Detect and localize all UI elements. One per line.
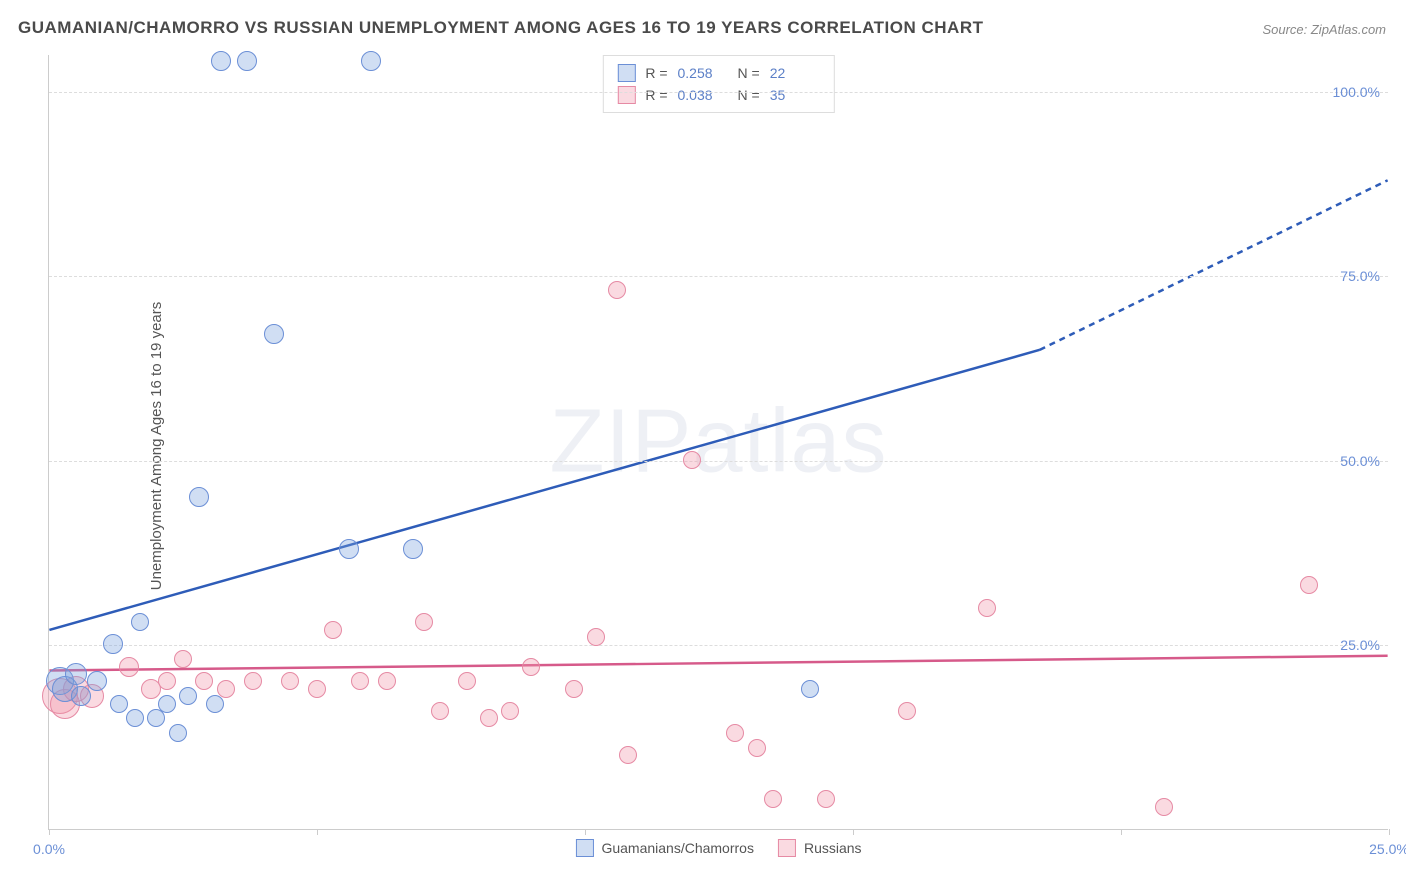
r-label: R = — [645, 87, 667, 103]
data-point — [415, 613, 433, 631]
data-point — [169, 724, 187, 742]
data-point — [431, 702, 449, 720]
legend-swatch-0 — [617, 64, 635, 82]
data-point — [158, 695, 176, 713]
data-point — [351, 672, 369, 690]
data-point — [103, 634, 123, 654]
data-point — [206, 695, 224, 713]
data-point — [1300, 576, 1318, 594]
data-point — [189, 487, 209, 507]
chart-container: GUAMANIAN/CHAMORRO VS RUSSIAN UNEMPLOYME… — [0, 0, 1406, 892]
gridline — [49, 92, 1388, 93]
data-point — [726, 724, 744, 742]
y-tick-label: 25.0% — [1340, 637, 1380, 653]
r-value-0: 0.258 — [678, 65, 728, 81]
data-point — [339, 539, 359, 559]
x-tick — [317, 829, 318, 835]
legend-swatch-1 — [617, 86, 635, 104]
series-legend: Guamanians/Chamorros Russians — [575, 839, 861, 857]
data-point — [764, 790, 782, 808]
data-point — [131, 613, 149, 631]
data-point — [522, 658, 540, 676]
data-point — [174, 650, 192, 668]
data-point — [480, 709, 498, 727]
n-label: N = — [738, 87, 760, 103]
data-point — [281, 672, 299, 690]
x-tick — [49, 829, 50, 835]
data-point — [110, 695, 128, 713]
data-point — [158, 672, 176, 690]
n-value-0: 22 — [770, 65, 820, 81]
data-point — [458, 672, 476, 690]
x-tick-label: 0.0% — [33, 841, 65, 857]
legend-row-series-1: R = 0.038 N = 35 — [617, 84, 819, 106]
x-tick — [1121, 829, 1122, 835]
data-point — [683, 451, 701, 469]
data-point — [147, 709, 165, 727]
data-point — [324, 621, 342, 639]
data-point — [801, 680, 819, 698]
correlation-legend: R = 0.258 N = 22 R = 0.038 N = 35 — [602, 55, 834, 113]
trend-lines — [49, 55, 1388, 829]
data-point — [71, 686, 91, 706]
data-point — [179, 687, 197, 705]
data-point — [65, 663, 87, 685]
chart-title: GUAMANIAN/CHAMORRO VS RUSSIAN UNEMPLOYME… — [18, 18, 983, 38]
data-point — [403, 539, 423, 559]
y-tick-label: 100.0% — [1333, 84, 1380, 100]
legend-item-0: Guamanians/Chamorros — [575, 839, 754, 857]
legend-item-1: Russians — [778, 839, 862, 857]
data-point — [587, 628, 605, 646]
x-tick — [853, 829, 854, 835]
legend-swatch-icon — [575, 839, 593, 857]
data-point — [565, 680, 583, 698]
data-point — [817, 790, 835, 808]
gridline — [49, 645, 1388, 646]
y-tick-label: 50.0% — [1340, 453, 1380, 469]
n-value-1: 35 — [770, 87, 820, 103]
data-point — [119, 657, 139, 677]
plot-area: ZIPatlas R = 0.258 N = 22 R = 0.038 N = … — [48, 55, 1388, 830]
x-tick-label: 25.0% — [1369, 841, 1406, 857]
data-point — [378, 672, 396, 690]
data-point — [1155, 798, 1173, 816]
data-point — [361, 51, 381, 71]
legend-label-1: Russians — [804, 840, 862, 856]
data-point — [619, 746, 637, 764]
legend-label-0: Guamanians/Chamorros — [601, 840, 754, 856]
data-point — [244, 672, 262, 690]
data-point — [211, 51, 231, 71]
data-point — [978, 599, 996, 617]
legend-swatch-icon — [778, 839, 796, 857]
data-point — [195, 672, 213, 690]
r-value-1: 0.038 — [678, 87, 728, 103]
data-point — [308, 680, 326, 698]
data-point — [748, 739, 766, 757]
data-point — [898, 702, 916, 720]
source-attribution: Source: ZipAtlas.com — [1262, 22, 1386, 37]
legend-row-series-0: R = 0.258 N = 22 — [617, 62, 819, 84]
data-point — [237, 51, 257, 71]
data-point — [264, 324, 284, 344]
watermark: ZIPatlas — [549, 391, 887, 494]
n-label: N = — [738, 65, 760, 81]
data-point — [126, 709, 144, 727]
data-point — [87, 671, 107, 691]
x-tick — [585, 829, 586, 835]
x-tick — [1389, 829, 1390, 835]
data-point — [608, 281, 626, 299]
gridline — [49, 276, 1388, 277]
y-tick-label: 75.0% — [1340, 268, 1380, 284]
data-point — [501, 702, 519, 720]
gridline — [49, 461, 1388, 462]
r-label: R = — [645, 65, 667, 81]
